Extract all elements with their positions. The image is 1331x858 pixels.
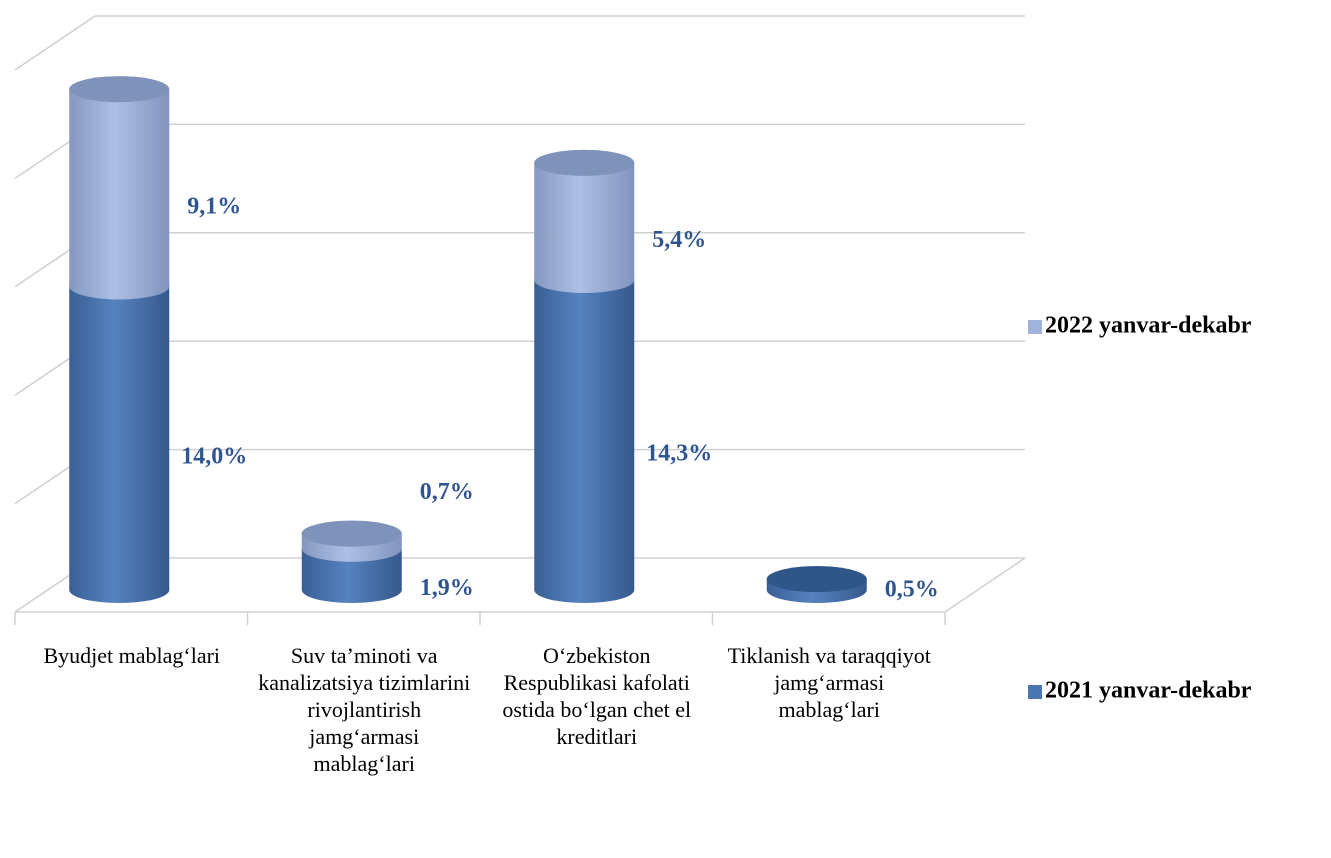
legend-label: 2022 yanvar-dekabr xyxy=(1045,313,1252,339)
x-tick-label: Suv ta’minoti va kanalizatsiya tizimlari… xyxy=(257,642,472,777)
x-tick-label: O‘zbekiston Respublikasi kafolati ostida… xyxy=(489,642,704,750)
bar-top xyxy=(302,521,402,547)
bar-top xyxy=(767,566,867,592)
bar-top xyxy=(534,150,634,176)
value-label: 1,9% xyxy=(420,575,474,601)
bar-top xyxy=(69,76,169,102)
bar-segment xyxy=(534,267,634,603)
value-label: 14,3% xyxy=(646,440,712,466)
x-tick-label: Tiklanish va taraqqiyot jamg‘armasi mabl… xyxy=(722,642,937,723)
value-label: 5,4% xyxy=(652,227,706,253)
value-label: 9,1% xyxy=(187,193,241,219)
floor-side xyxy=(945,558,1025,612)
bar-segment xyxy=(69,273,169,603)
value-label: 14,0% xyxy=(181,444,247,470)
x-tick-label: Byudjet mablag‘lari xyxy=(24,642,239,669)
legend-swatch xyxy=(1028,320,1042,334)
legend-label: 2021 yanvar-dekabr xyxy=(1045,678,1252,704)
grid-line-side xyxy=(15,16,95,70)
value-label: 0,5% xyxy=(885,577,939,603)
chart: 14,0% 9,1% 1,9% 0,7% 14,3% 5,4% 0,5% 2021 yanva… xyxy=(0,0,1331,858)
value-label: 0,7% xyxy=(420,479,474,505)
bar-segment xyxy=(69,76,169,299)
legend-swatch xyxy=(1028,685,1042,699)
